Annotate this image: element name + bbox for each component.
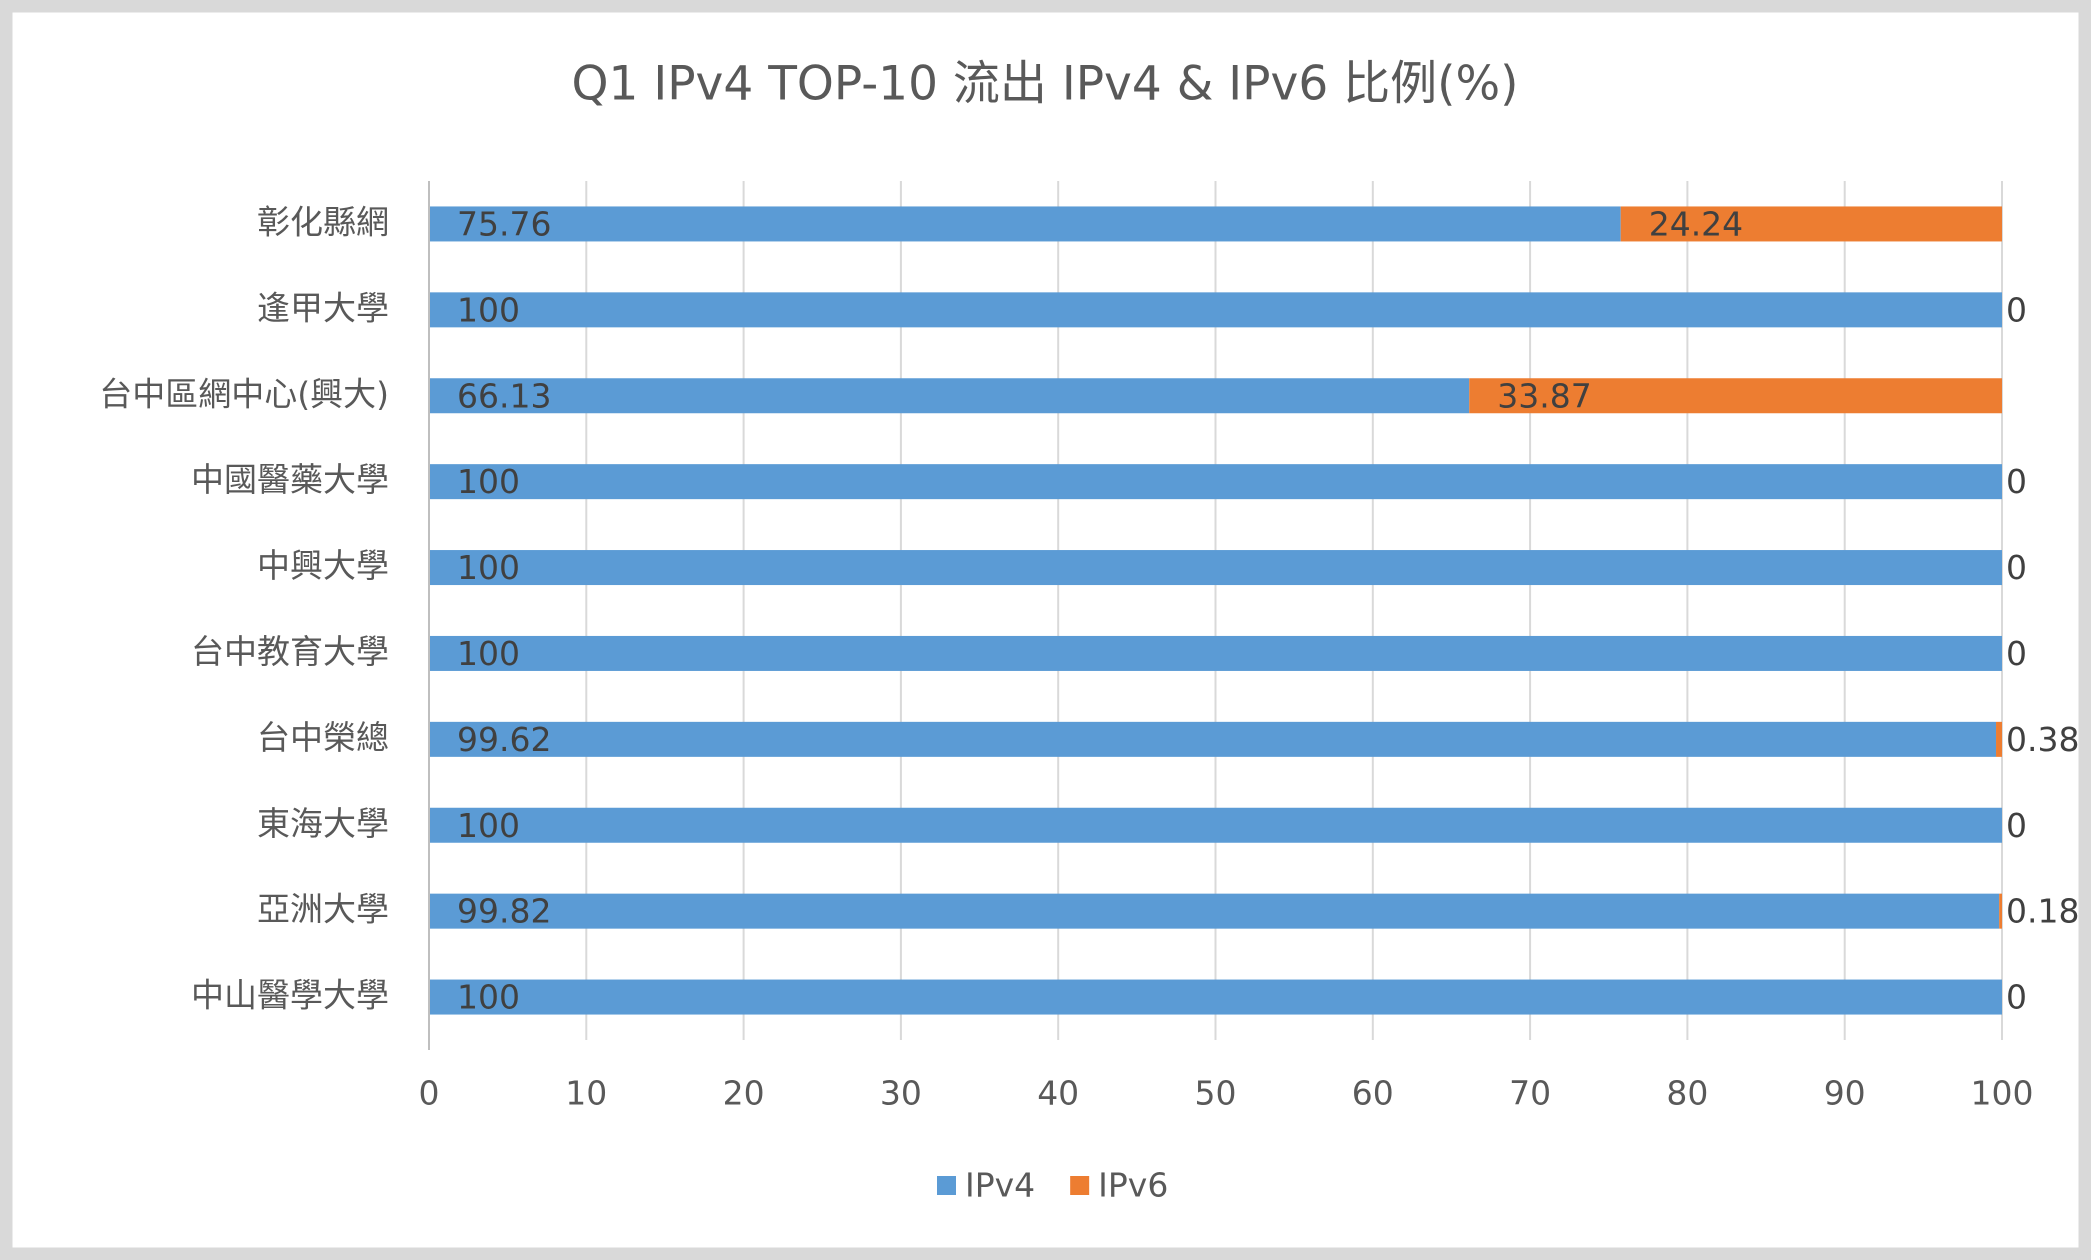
bar	[429, 292, 2002, 328]
bar	[429, 721, 1997, 757]
data-label: 100	[457, 548, 520, 587]
data-label: 0	[2006, 634, 2027, 673]
data-label: 0.18	[2006, 892, 2079, 931]
bar	[1469, 378, 2002, 414]
x-tick-label: 10	[565, 1074, 607, 1113]
x-tick-label: 30	[880, 1074, 922, 1113]
data-label: 0	[2006, 978, 2027, 1017]
chart-title: Q1 IPv4 TOP-10 流出 IPv4 & IPv6 比例(%)	[572, 57, 1519, 112]
x-tick-label: 50	[1195, 1074, 1237, 1113]
data-label: 0	[2006, 806, 2027, 845]
legend-label: IPv6	[1098, 1166, 1168, 1205]
x-tick-label: 0	[419, 1074, 440, 1113]
x-tick-label: 40	[1037, 1074, 1079, 1113]
y-tick-label: 逢甲大學	[257, 288, 389, 327]
data-label: 99.82	[457, 892, 551, 931]
data-label: 100	[457, 290, 520, 329]
legend-swatch	[937, 1176, 956, 1195]
y-tick-label: 東海大學	[257, 804, 389, 843]
data-label: 0	[2006, 548, 2027, 587]
y-tick-label: 台中教育大學	[191, 632, 389, 671]
data-label: 0	[2006, 462, 2027, 501]
x-tick-label: 100	[1971, 1074, 2034, 1113]
data-label: 100	[457, 634, 520, 673]
y-tick-label: 台中榮總	[257, 718, 389, 757]
data-label: 100	[457, 806, 520, 845]
y-tick-label: 台中區網中心(興大)	[99, 374, 389, 413]
data-label: 0.38	[2006, 720, 2079, 759]
y-tick-label: 彰化縣網	[257, 202, 389, 241]
data-label: 100	[457, 978, 520, 1017]
data-label: 33.87	[1497, 376, 1591, 415]
x-tick-label: 90	[1824, 1074, 1866, 1113]
legend-label: IPv4	[965, 1166, 1035, 1205]
bar	[1999, 893, 2002, 929]
legend-swatch	[1070, 1176, 1090, 1195]
bar	[429, 893, 2000, 929]
bar	[429, 550, 2002, 586]
data-label: 0	[2006, 290, 2027, 329]
x-tick-label: 80	[1666, 1074, 1708, 1113]
bar	[1620, 206, 2002, 242]
bar	[429, 206, 1621, 242]
data-label: 24.24	[1649, 204, 1743, 243]
bar	[429, 464, 2002, 500]
bar	[429, 378, 1470, 414]
data-label: 66.13	[457, 376, 551, 415]
bar	[429, 807, 2002, 843]
x-tick-label: 60	[1352, 1074, 1394, 1113]
bar	[429, 979, 2002, 1015]
x-tick-label: 70	[1509, 1074, 1551, 1113]
data-label: 100	[457, 462, 520, 501]
y-tick-label: 中興大學	[257, 546, 389, 585]
data-label: 75.76	[457, 204, 551, 243]
y-tick-label: 亞洲大學	[257, 890, 389, 929]
data-label: 99.62	[457, 720, 551, 759]
bar	[1996, 721, 2002, 757]
y-tick-label: 中國醫藥大學	[191, 460, 389, 499]
y-tick-label: 中山醫學大學	[191, 976, 389, 1015]
x-tick-label: 20	[723, 1074, 765, 1113]
bar	[429, 635, 2002, 671]
